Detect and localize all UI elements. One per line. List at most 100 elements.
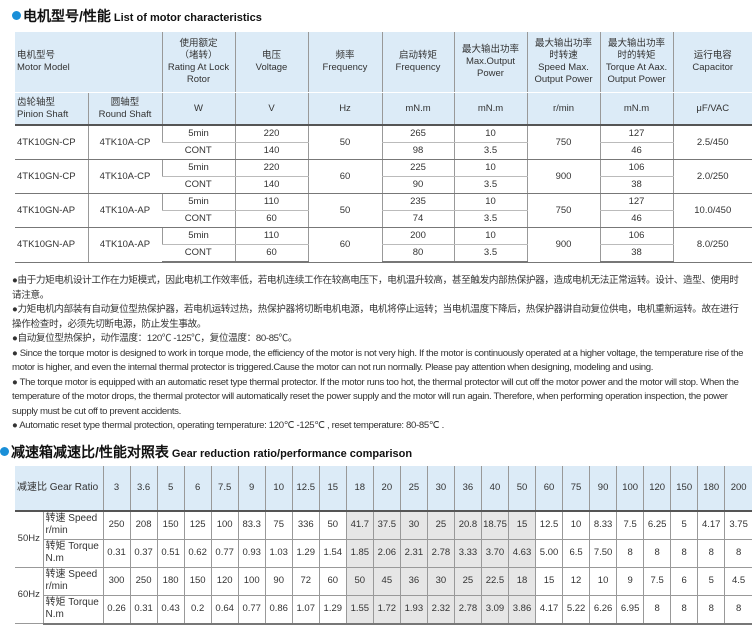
start-torque-cell: 200 <box>381 227 454 245</box>
ratio-header: 30 <box>426 465 455 512</box>
round-shaft-model: 4TK10A-CP <box>87 159 162 194</box>
torque-cell: 38 <box>599 176 673 194</box>
speed-value: 12 <box>562 567 590 596</box>
torque-value: 8 <box>697 539 725 568</box>
torque-value: 1.29 <box>318 595 347 625</box>
column-header: 频率 Frequency <box>307 32 382 93</box>
rating-cell: CONT <box>162 244 235 263</box>
ratio-header: 20 <box>372 465 401 512</box>
speed-value: 208 <box>129 510 158 540</box>
ratio-header: 7.5 <box>210 465 239 512</box>
round-shaft-model: 4TK10A-AP <box>87 193 162 228</box>
torque-value: 3.86 <box>507 595 536 625</box>
ratio-header: 25 <box>399 465 428 512</box>
frequency-cell: 60 <box>307 159 382 194</box>
speed-value: 25 <box>426 510 455 540</box>
torque-cell: 38 <box>599 244 673 263</box>
speed-cell: 900 <box>526 159 600 194</box>
torque-cell: 106 <box>599 227 673 245</box>
ratio-header: 3 <box>102 465 131 512</box>
torque-value: 4.17 <box>535 595 563 625</box>
rating-cell: CONT <box>162 176 235 194</box>
torque-value: 6.26 <box>589 595 617 625</box>
torque-value: 8 <box>670 539 698 568</box>
rating-cell: 5min <box>161 227 235 245</box>
torque-cell: 46 <box>599 142 673 160</box>
frequency-label: 60Hz <box>15 567 43 624</box>
torque-value: 0.2 <box>183 595 212 625</box>
torque-value: 0.77 <box>210 539 239 568</box>
pinion-shaft-model: 4TK10GN-AP <box>15 193 88 228</box>
speed-value: 3.75 <box>724 510 752 540</box>
torque-value: 2.06 <box>372 539 401 568</box>
torque-value: 0.51 <box>156 539 185 568</box>
ratio-header: 60 <box>535 465 563 512</box>
speed-value: 125 <box>183 510 212 540</box>
ratio-header: 36 <box>453 465 482 512</box>
unit-header: μF/VAC <box>672 92 752 126</box>
speed-value: 9 <box>616 567 644 596</box>
speed-cell: 900 <box>526 227 600 263</box>
speed-value: 250 <box>129 567 158 596</box>
speed-value: 25 <box>453 567 482 596</box>
voltage-cell: 60 <box>234 210 308 228</box>
unit-header: mN.m <box>453 92 527 126</box>
speed-value: 7.5 <box>616 510 644 540</box>
torque-cell: 106 <box>599 159 673 177</box>
max-power-cell: 10 <box>453 159 527 177</box>
torque-value: 6.5 <box>562 539 590 568</box>
note-item: ●力矩电机内部装有自动复位型热保护器，若电机运转过热，热保护器将切断电机电源，电… <box>12 304 739 330</box>
column-header: 运行电容 Capacitor <box>672 32 752 93</box>
column-header: 最大输出功率 时的转矩 Torque At Aax. Output Power <box>599 32 673 93</box>
speed-value: 120 <box>210 567 239 596</box>
unit-header: mN.m <box>381 92 454 126</box>
speed-cell: 750 <box>526 125 600 160</box>
torque-value: 2.78 <box>453 595 482 625</box>
note-item: ●自动复位型热保护，动作温度：120℃ -125℃，复位温度：80-85℃。 <box>12 333 298 344</box>
torque-value: 1.55 <box>345 595 374 625</box>
speed-value: 4.17 <box>697 510 725 540</box>
title-cn: 电机型号/性能 <box>23 8 111 24</box>
speed-value: 100 <box>210 510 239 540</box>
gear-ratio-label: 减速比 Gear Ratio <box>15 465 104 512</box>
speed-value: 37.5 <box>372 510 401 540</box>
column-header: 启动转矩 Frequency <box>381 32 454 93</box>
torque-value: 8 <box>643 595 671 625</box>
voltage-cell: 140 <box>234 176 308 194</box>
torque-value: 0.93 <box>237 539 266 568</box>
torque-value: 1.72 <box>372 595 401 625</box>
unit-header: r/min <box>526 92 600 126</box>
torque-value: 8 <box>724 539 752 568</box>
speed-value: 10 <box>562 510 590 540</box>
torque-value: 1.07 <box>291 595 320 625</box>
capacitor-cell: 2.0/250 <box>672 159 752 194</box>
ratio-header: 15 <box>318 465 347 512</box>
max-power-cell: 3.5 <box>453 142 527 160</box>
lower-section: ●由于力矩电机设计工作在力矩模式，因此电机工作效率低，若电机连续工作在较高电压下… <box>0 274 752 625</box>
max-power-cell: 3.5 <box>453 210 527 228</box>
table-row: 4TK10GN-AP 4TK10A-AP 5min 110 60 200 10 900 106 8… <box>15 227 752 263</box>
speed-value: 60 <box>318 567 347 596</box>
speed-value: 22.5 <box>480 567 509 596</box>
speed-value: 50 <box>318 510 347 540</box>
speed-value: 30 <box>399 510 428 540</box>
speed-value: 4.5 <box>724 567 752 596</box>
torque-value: 8 <box>643 539 671 568</box>
column-header: 电机型号 Motor Model <box>15 32 162 93</box>
start-torque-cell: 265 <box>381 125 454 143</box>
frequency-label: 50Hz <box>15 510 43 568</box>
speed-value: 50 <box>345 567 374 596</box>
table-row: 60Hz 转速 Speed r/min 300 250 180 150 120 100 90 72… <box>15 567 752 624</box>
torque-cell: 127 <box>599 125 673 143</box>
note-item: ● Since the torque motor is designed to … <box>12 347 744 374</box>
torque-value: 8 <box>697 595 725 625</box>
ratio-header: 5 <box>156 465 185 512</box>
speed-value: 8.33 <box>589 510 617 540</box>
speed-value: 12.5 <box>535 510 563 540</box>
ratio-header: 200 <box>724 465 752 512</box>
title-en: List of motor characteristics <box>113 12 262 24</box>
round-shaft-model: 4TK10A-AP <box>87 227 162 263</box>
start-torque-cell: 90 <box>381 176 454 194</box>
torque-value: 5.22 <box>562 595 590 625</box>
torque-value: 5.00 <box>535 539 563 568</box>
